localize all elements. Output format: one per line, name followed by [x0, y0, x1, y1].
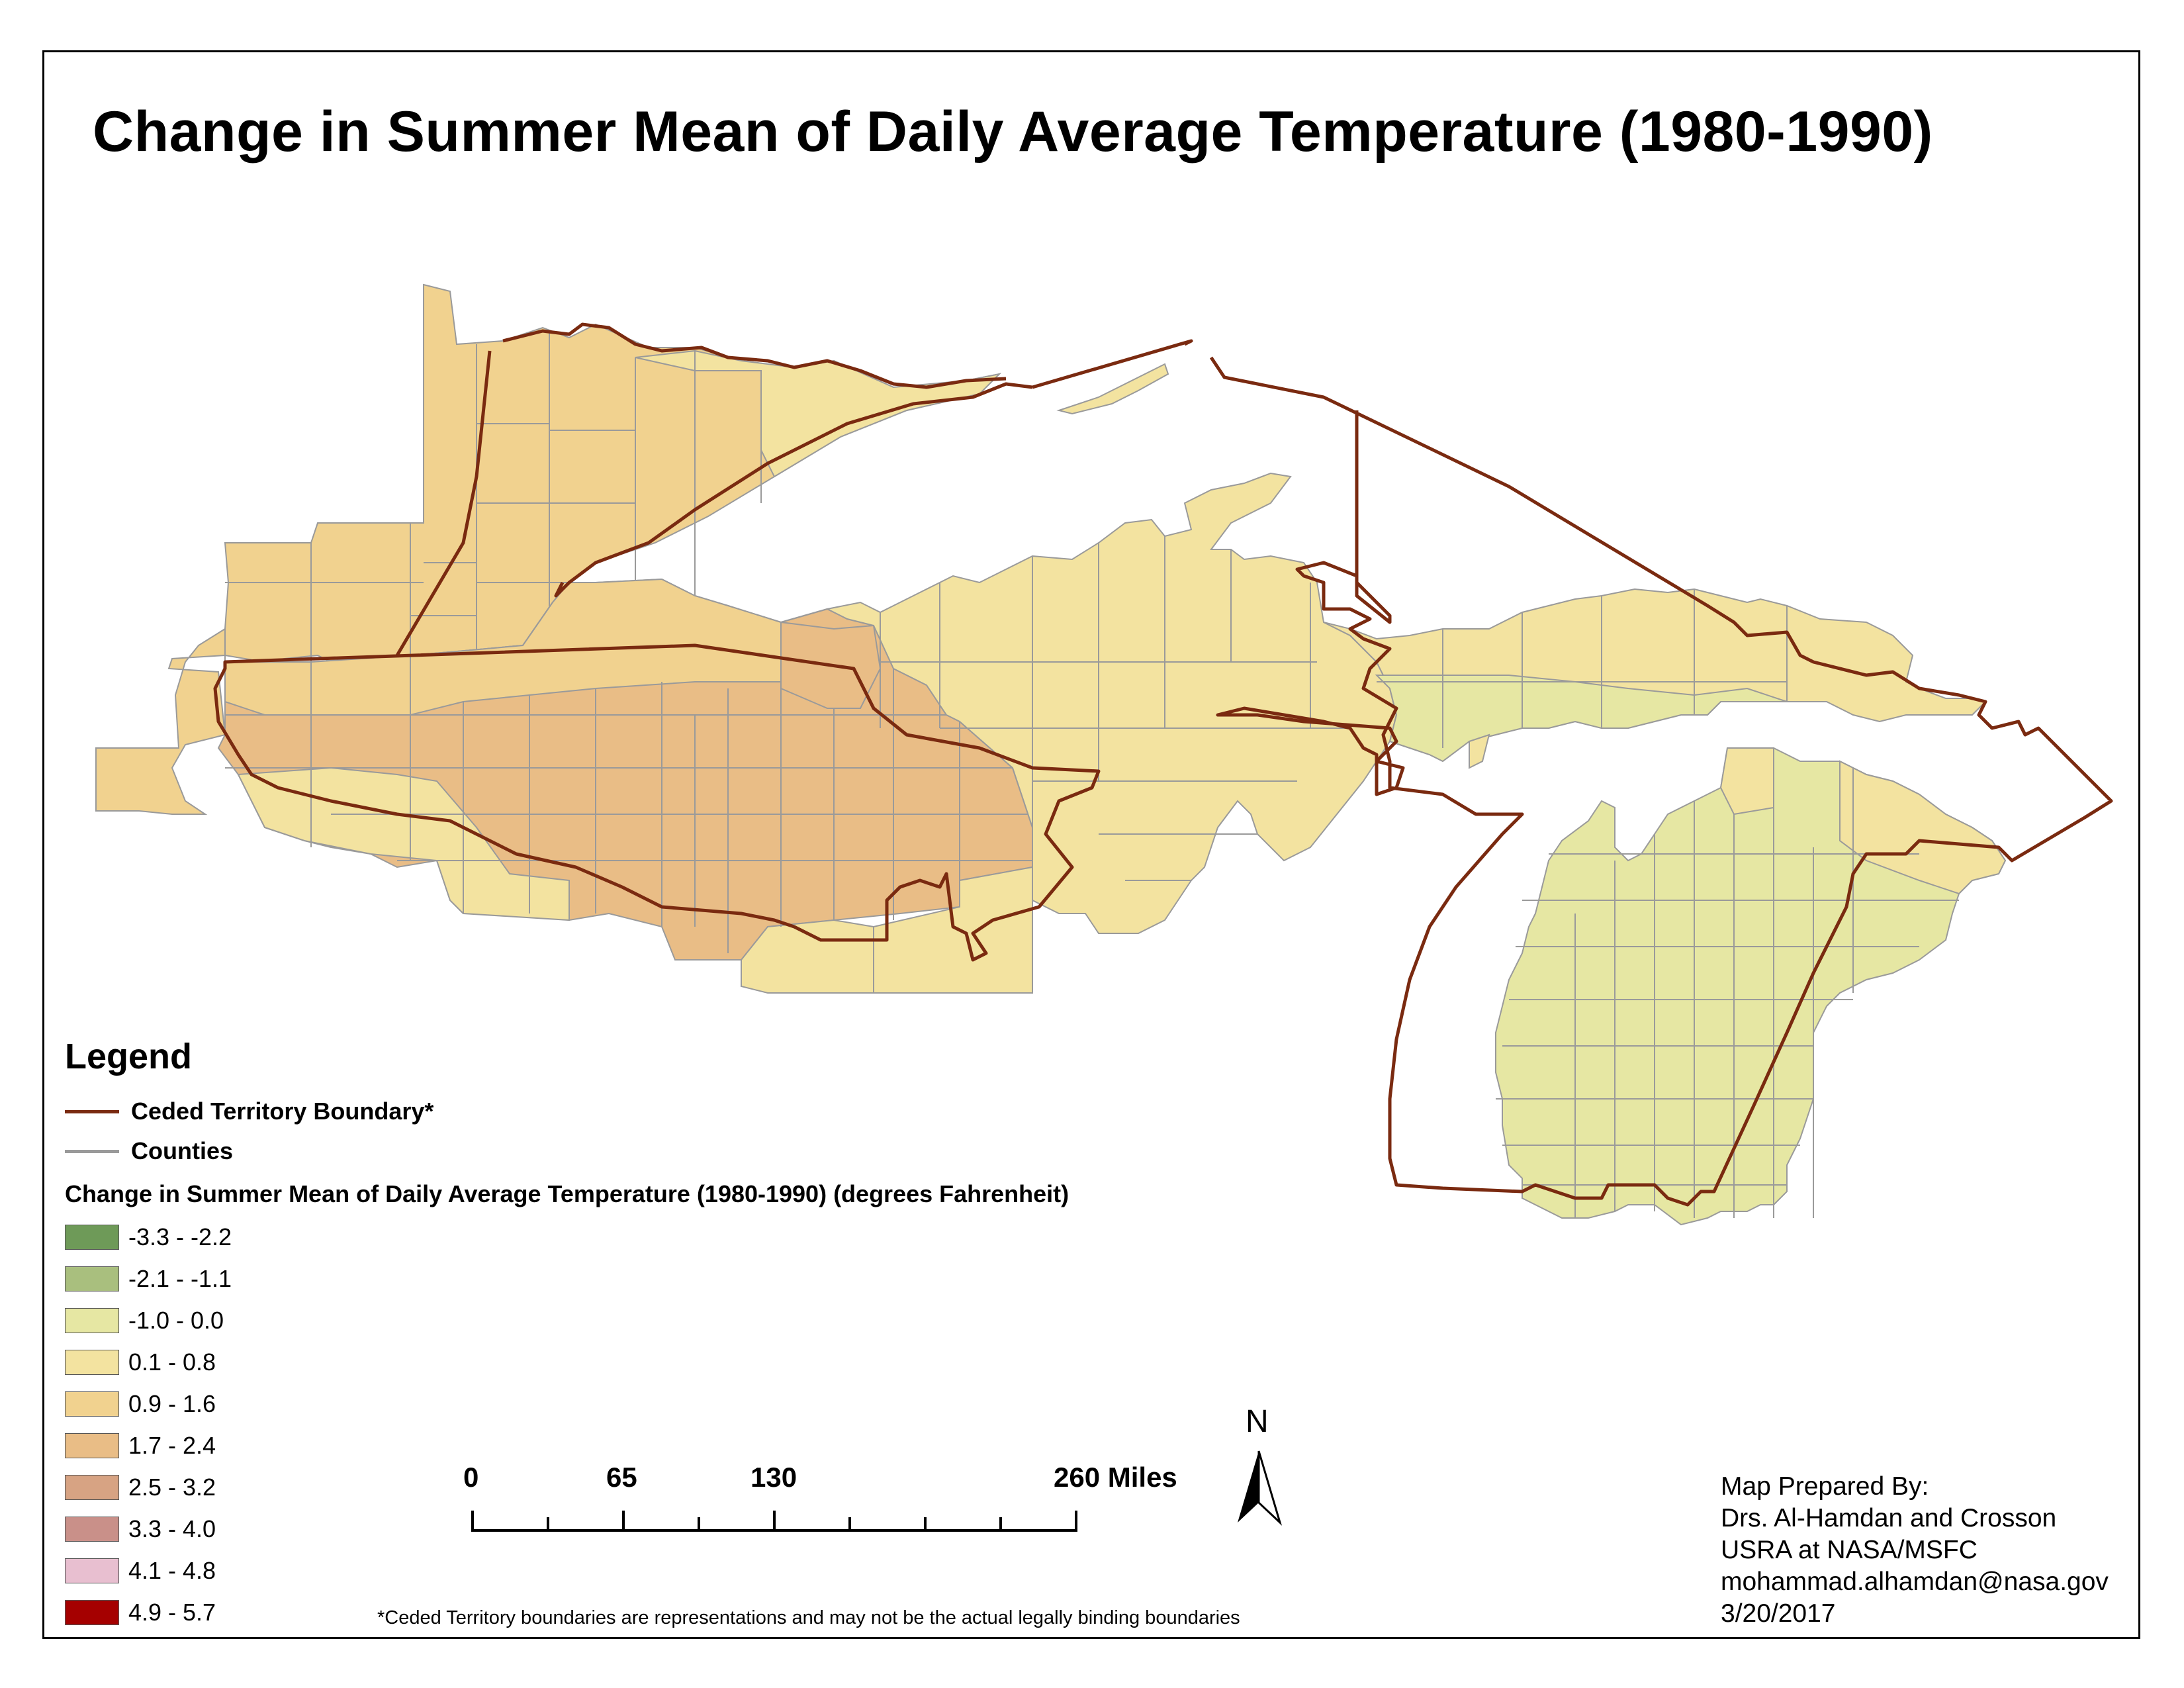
legend-heading: Legend: [65, 1037, 193, 1076]
region-up-east: [1323, 588, 1987, 763]
county-region: [1839, 760, 2007, 895]
credits-line: 3/20/2017: [1721, 1599, 1836, 1628]
scale-label-65: 65: [606, 1462, 637, 1493]
credits-line: mohammad.alhamdan@nasa.gov: [1721, 1568, 2109, 1596]
credits-block: Map Prepared By: Drs. Al-Hamdan and Cros…: [1721, 1471, 2109, 1630]
legend-classes-title: Change in Summer Mean of Daily Average T…: [65, 1180, 1069, 1207]
class-swatch: [65, 1599, 119, 1625]
legend: Legend Ceded Territory Boundary* Countie…: [65, 1036, 1069, 1633]
footnote: *Ceded Territory boundaries are represen…: [377, 1607, 1240, 1628]
legend-class: -3.3 - -2.2: [65, 1216, 1069, 1258]
credits-line: USRA at NASA/MSFC: [1721, 1536, 1978, 1564]
class-swatch: [65, 1391, 119, 1417]
legend-class: 4.1 - 4.8: [65, 1550, 1069, 1591]
class-swatch: [65, 1224, 119, 1250]
class-label: 3.3 - 4.0: [128, 1515, 216, 1542]
class-label: -3.3 - -2.2: [128, 1223, 232, 1250]
scale-label-260: 260 Miles: [1054, 1462, 1177, 1493]
class-label: 0.9 - 1.6: [128, 1389, 216, 1417]
north-label: N: [1246, 1404, 1269, 1439]
class-swatch: [65, 1516, 119, 1542]
legend-class: 0.9 - 1.6: [65, 1383, 1069, 1425]
counties-line-swatch: [65, 1149, 119, 1153]
class-swatch: [65, 1558, 119, 1583]
class-label: 1.7 - 2.4: [128, 1431, 216, 1459]
class-label: 2.5 - 3.2: [128, 1473, 216, 1501]
class-swatch: [65, 1432, 119, 1458]
legend-counties-entry: Counties: [65, 1131, 1069, 1171]
class-label: 4.1 - 4.8: [128, 1556, 216, 1584]
class-swatch: [65, 1349, 119, 1375]
island-isle-royale: [1056, 363, 1169, 415]
island-grand: [1469, 733, 1490, 769]
scale-bar: [471, 1511, 1077, 1532]
legend-class: 0.1 - 0.8: [65, 1341, 1069, 1383]
north-arrow-icon: [1238, 1450, 1283, 1526]
legend-class: 2.5 - 3.2: [65, 1466, 1069, 1508]
map-frame: [42, 50, 2140, 1639]
legend-class: 3.3 - 4.0: [65, 1508, 1069, 1550]
class-label: -2.1 - -1.1: [128, 1264, 232, 1292]
class-swatch: [65, 1266, 119, 1291]
county-region: [1719, 747, 1774, 816]
class-swatch: [65, 1474, 119, 1500]
legend-boundary-entry: Ceded Territory Boundary*: [65, 1092, 1069, 1131]
scale-label-130: 130: [751, 1462, 797, 1493]
ceded-territory-boundary: [213, 322, 2113, 1207]
legend-class: 4.9 - 5.7: [65, 1591, 1069, 1633]
class-label: 0.1 - 0.8: [128, 1348, 216, 1376]
legend-classes: -3.3 - -2.2 -2.1 - -1.1 -1.0 - 0.0 0.1 -…: [65, 1216, 1069, 1633]
scale-label-0: 0: [463, 1462, 479, 1493]
legend-class: -1.0 - 0.0: [65, 1299, 1069, 1341]
credits-line: Drs. Al-Hamdan and Crosson: [1721, 1504, 2057, 1532]
legend-class: 1.7 - 2.4: [65, 1425, 1069, 1466]
boundary-line-swatch: [65, 1109, 119, 1113]
class-label: 4.9 - 5.7: [128, 1598, 216, 1626]
counties-label: Counties: [131, 1137, 234, 1164]
class-label: -1.0 - 0.0: [128, 1306, 224, 1334]
credits-line: Map Prepared By:: [1721, 1472, 1929, 1501]
class-swatch: [65, 1307, 119, 1333]
boundary-label: Ceded Territory Boundary*: [131, 1098, 434, 1125]
county-region: [1375, 675, 1788, 763]
map-title: Change in Summer Mean of Daily Average T…: [93, 100, 1933, 164]
region-lower-michigan: [1495, 747, 2007, 1226]
scale-bar-ticks: [471, 1511, 1077, 1530]
legend-class: -2.1 - -1.1: [65, 1258, 1069, 1299]
